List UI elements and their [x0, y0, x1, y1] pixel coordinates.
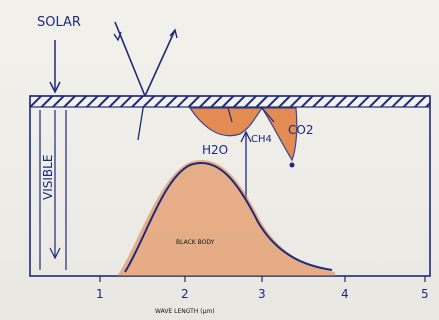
ch4-arrow [241, 132, 251, 198]
h2o-absorption-band [190, 108, 262, 136]
incident-ray [114, 22, 145, 96]
x-tick-1: 1 [96, 287, 104, 301]
x-tick-2: 2 [181, 287, 189, 301]
co2-label: CO2 [288, 123, 313, 137]
x-tick-3: 3 [258, 287, 266, 301]
solar-arrow [50, 40, 60, 92]
visible-label: VISIBLE [41, 155, 55, 200]
co2-dot [290, 163, 295, 168]
black-body-label: BLACK BODY [176, 239, 215, 246]
x-axis [100, 276, 425, 282]
h2o-label: H2O [202, 143, 228, 157]
black-body-fill [118, 160, 335, 276]
x-tick-5: 5 [421, 287, 429, 301]
wavelength-axis-label: WAVE LENGTH (µm) [155, 308, 215, 315]
solar-label: SOLAR [37, 15, 81, 30]
reflected-ray [145, 30, 177, 96]
x-tick-4: 4 [341, 287, 349, 301]
ch4-label: CH4 [251, 134, 272, 145]
atmosphere-band [30, 96, 430, 107]
